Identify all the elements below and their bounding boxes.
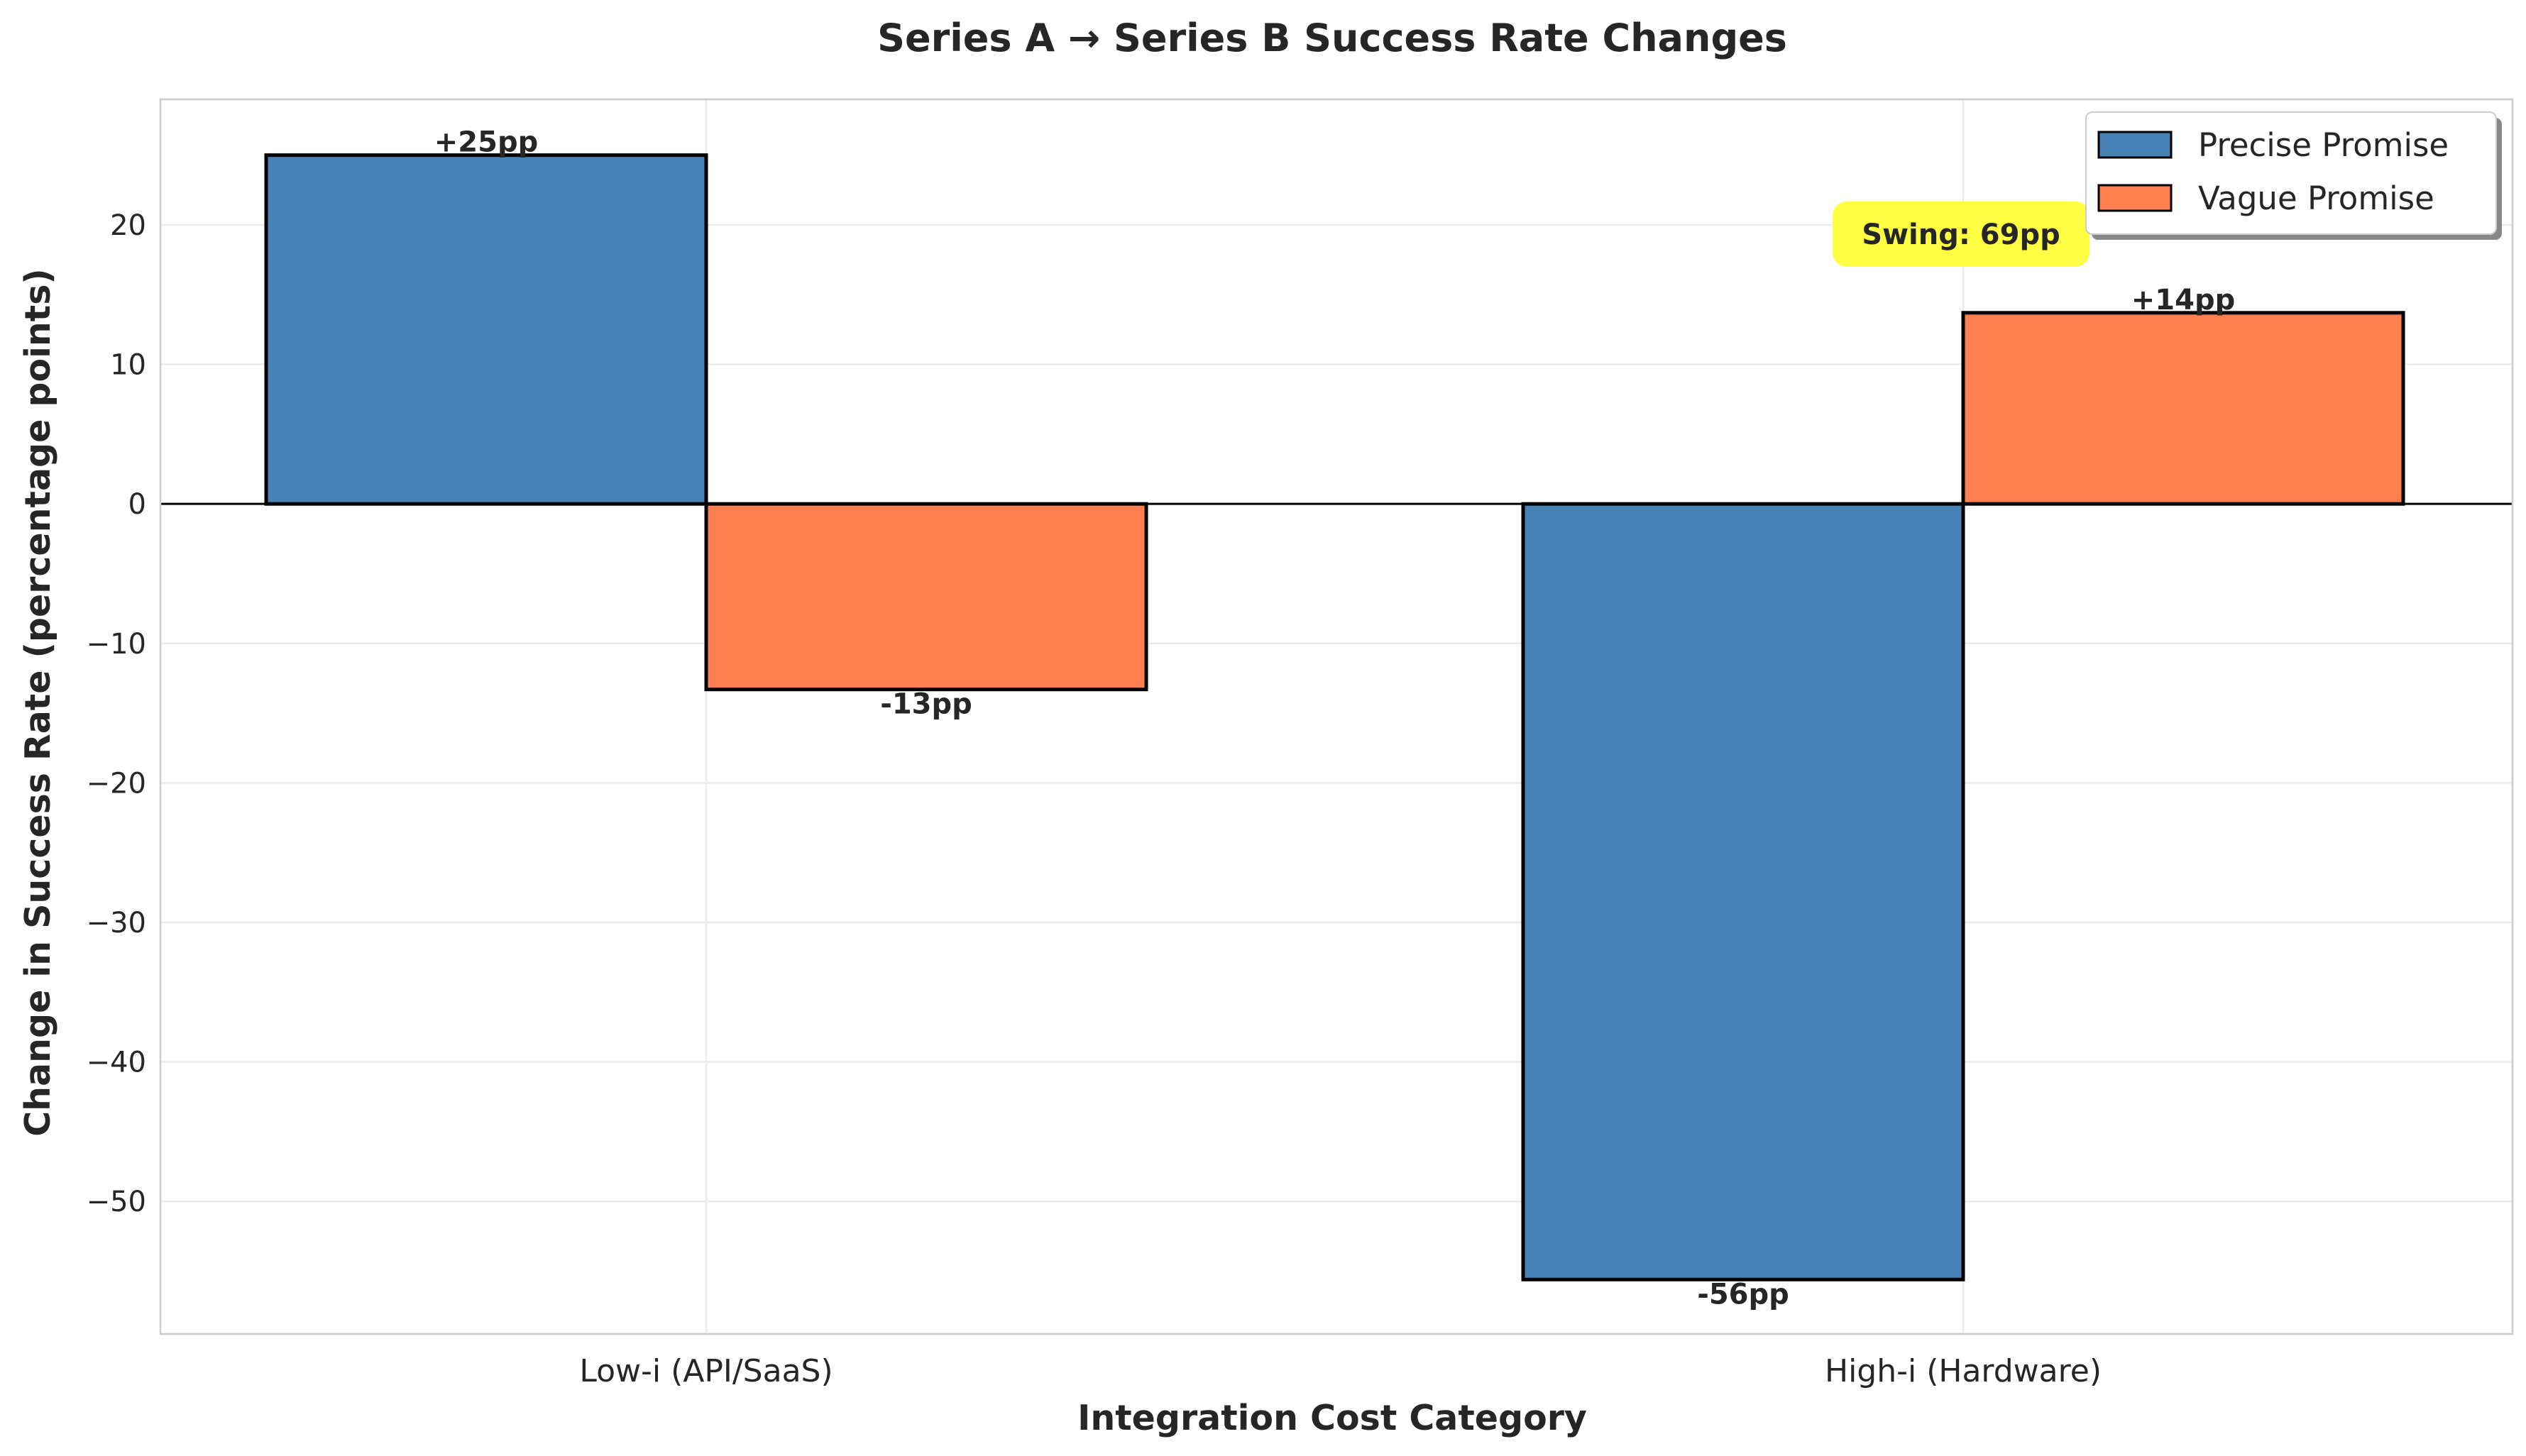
legend-swatch-precise-promise <box>2097 131 2173 159</box>
y-tick-label: −30 <box>87 907 146 939</box>
x-axis-label: Integration Cost Category <box>1077 1398 1587 1438</box>
swing-annotation-box <box>1833 202 2090 267</box>
y-axis-label: Change in Success Rate (percentage point… <box>18 268 58 1137</box>
y-tick-label: −40 <box>87 1047 146 1079</box>
bar-value-label: -56pp <box>1697 1278 1789 1311</box>
bar-vague-promise <box>1961 311 2405 506</box>
plot-frame <box>159 98 2514 1335</box>
y-tick-label: −20 <box>87 767 146 800</box>
legend-label-precise-promise: Precise Promise <box>2198 126 2449 164</box>
chart-title: Series A → Series B Success Rate Changes <box>877 16 1787 60</box>
y-tick-label: 10 <box>110 349 146 382</box>
legend-label-vague-promise: Vague Promise <box>2198 180 2434 217</box>
bar-precise-promise <box>1521 502 1965 1281</box>
x-tick-label: High-i (Hardware) <box>1825 1353 2102 1389</box>
legend-frame <box>2085 111 2497 235</box>
y-tick-label: −10 <box>87 628 146 661</box>
x-axis-ticks: Low-i (API/SaaS) High-i (Hardware) <box>579 1353 2102 1389</box>
bar-precise-promise <box>264 153 708 506</box>
y-tick-label: 20 <box>110 209 146 242</box>
y-tick-label: 0 <box>128 488 146 521</box>
bar-value-label: -13pp <box>880 688 972 721</box>
legend-swatch-vague-promise <box>2097 184 2173 212</box>
bar-value-label: +14pp <box>2131 284 2235 316</box>
swing-annotation-text: Swing: 69pp <box>1862 219 2060 251</box>
y-tick-label: −50 <box>87 1186 146 1218</box>
swing-annotation: Swing: 69pp <box>1833 202 2090 267</box>
bar-vague-promise <box>704 502 1148 692</box>
bar-value-label: +25pp <box>434 126 538 159</box>
legend: Precise Promise Vague Promise <box>2085 111 2502 240</box>
data-labels: +25pp -56pp -13pp +14pp <box>434 126 2235 1311</box>
x-tick-label: Low-i (API/SaaS) <box>579 1353 833 1389</box>
y-axis-ticks: 20 10 0 −10 −20 −30 −40 −50 <box>87 209 146 1218</box>
bars <box>264 153 2405 1281</box>
